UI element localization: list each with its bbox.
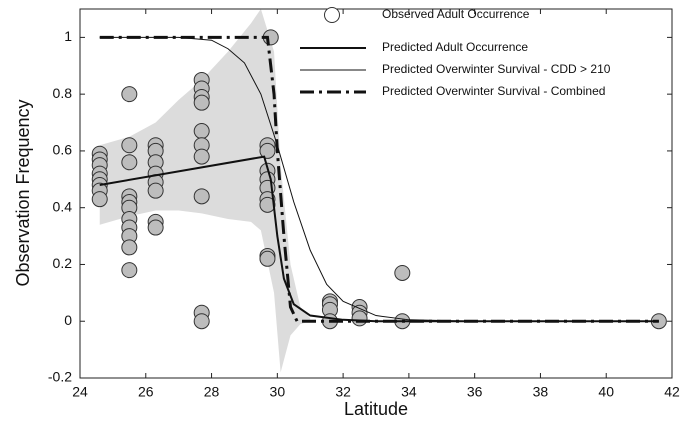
x-tick-label: 40 <box>598 384 614 400</box>
legend-label: Predicted Overwinter Survival - Combined <box>382 84 605 98</box>
observed-point <box>193 148 210 165</box>
plot-area <box>91 9 667 373</box>
observed-point <box>147 182 164 199</box>
observed-point <box>193 313 210 330</box>
y-tick-label: -0.2 <box>48 369 72 385</box>
observed-point <box>394 264 411 281</box>
x-tick-label: 38 <box>533 384 549 400</box>
x-tick-label: 28 <box>204 384 220 400</box>
y-axis-label: Observation Frequency <box>13 99 33 286</box>
legend-label: Predicted Overwinter Survival - CDD > 21… <box>382 62 611 76</box>
observed-point <box>193 123 210 140</box>
prediction-line <box>99 36 659 322</box>
x-tick-label: 32 <box>335 384 351 400</box>
y-tick-label: 0.6 <box>53 142 73 158</box>
x-tick-label: 30 <box>270 384 286 400</box>
observed-point <box>121 154 138 171</box>
observed-point <box>193 188 210 205</box>
x-tick-label: 42 <box>664 384 680 400</box>
prediction-line <box>99 35 659 323</box>
x-tick-label: 24 <box>72 384 88 400</box>
y-tick-label: 0.8 <box>53 85 73 101</box>
observed-point <box>121 239 138 256</box>
legend-label: Predicted Adult Occurrence <box>382 40 528 54</box>
observed-point <box>259 250 276 267</box>
observed-point <box>259 142 276 159</box>
observed-point <box>121 86 138 103</box>
legend-symbol <box>324 7 340 23</box>
x-tick-label: 36 <box>467 384 483 400</box>
x-tick-label: 34 <box>401 384 417 400</box>
observed-point <box>91 191 108 208</box>
x-tick-label: 26 <box>138 384 154 400</box>
y-tick-label: 0.4 <box>53 198 73 214</box>
legend-label: Observed Adult Occurrence <box>382 7 530 21</box>
plot-frame <box>79 8 673 379</box>
y-tick-label: 0 <box>64 312 72 328</box>
x-axis-label: Latitude <box>344 399 408 419</box>
y-tick-label: 0.2 <box>53 255 73 271</box>
observed-point <box>121 262 138 279</box>
observed-point <box>193 94 210 111</box>
observed-point <box>259 196 276 213</box>
observed-point <box>121 137 138 154</box>
y-tick-label: 1 <box>64 28 72 44</box>
observed-point <box>351 310 368 327</box>
observed-point <box>147 219 164 236</box>
